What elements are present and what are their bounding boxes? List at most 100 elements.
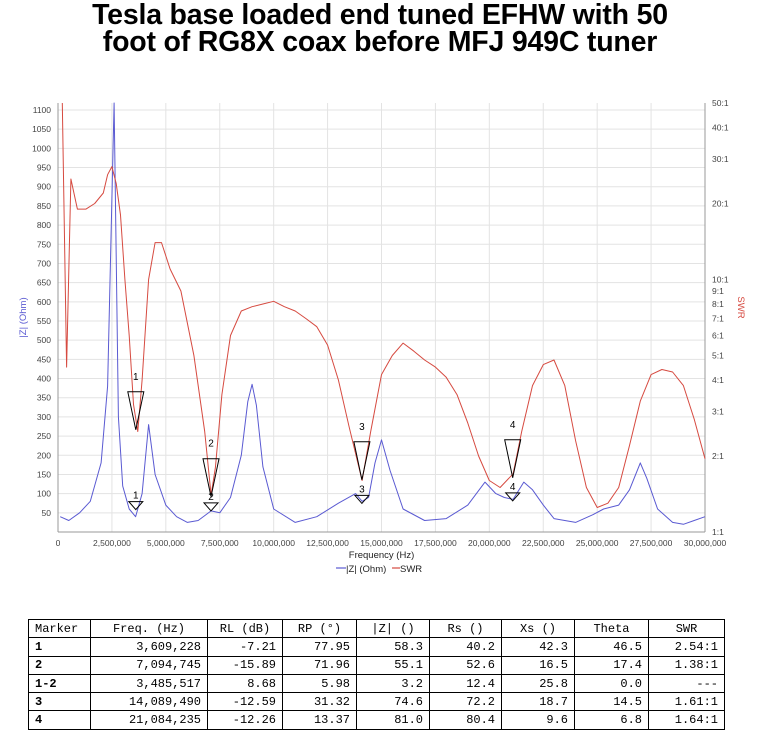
table-cell: 9.6: [501, 710, 575, 730]
y2-axis-label: SWR: [735, 296, 746, 318]
series-lines: [59, 102, 706, 525]
x-axis-label: Frequency (Hz): [349, 550, 414, 561]
table-cell: 12.4: [429, 673, 502, 694]
table-cell: -12.26: [207, 710, 283, 730]
marker-z-1: [127, 501, 144, 511]
marker-z-4: [504, 492, 521, 502]
y2-tick-label: 9:1: [712, 286, 724, 296]
table-cell: 1: [28, 637, 91, 657]
table-cell: 5.98: [282, 673, 357, 694]
table-header-cell: |Z| (): [356, 618, 430, 639]
table-cell: 7,094,745: [90, 655, 208, 675]
y-tick-label: 550: [37, 316, 51, 326]
table-header-row: Marker Freq. (Hz) RL (dB) RP (°) |Z| () Rs ()…: [28, 618, 725, 639]
table-cell: 14,089,490: [90, 692, 208, 712]
table-cell: -15.89: [207, 655, 283, 675]
table-cell: 71.96: [282, 655, 357, 675]
legend-label-swr: SWR: [400, 564, 422, 575]
table-cell: 14.5: [574, 692, 649, 712]
y-tick-label: 400: [37, 374, 51, 384]
x-tick-label: 10,000,000: [252, 538, 295, 548]
marker-swr-3: [353, 441, 371, 480]
grid: [57, 103, 706, 532]
table-row: 4 21,084,235 -12.26 13.37 81.0 80.4 9.6 6.8 1.64…: [28, 710, 725, 730]
table-cell: 1-2: [28, 673, 91, 694]
table-cell: 40.2: [429, 637, 502, 657]
table-cell: 2.54:1: [648, 637, 725, 657]
axes: [57, 103, 706, 533]
y2-tick-label: 2:1: [712, 451, 724, 461]
y2-tick-label: 10:1: [712, 274, 729, 284]
marker-swr-2: [202, 458, 220, 497]
table-row: 1-2 3,485,517 8.68 5.98 3.2 12.4 25.8 0.0 ---: [28, 673, 725, 694]
table-cell: 0.0: [574, 673, 649, 694]
table-cell: 2: [28, 655, 91, 675]
x-tick-label: 20,000,000: [468, 538, 511, 548]
x-tick-label: 0: [56, 538, 61, 548]
table-cell: 72.2: [429, 692, 502, 712]
table-cell: 17.4: [574, 655, 649, 675]
table-cell: 42.3: [501, 637, 575, 657]
table-cell: 52.6: [429, 655, 502, 675]
y2-tick-label: 20:1: [712, 198, 729, 208]
y-tick-label: 700: [37, 258, 51, 268]
y2-tick-label: 7:1: [712, 314, 724, 324]
marker-z-3: [353, 494, 371, 505]
series-line-z: [59, 102, 706, 525]
marker-swr-label-3: 3: [359, 422, 365, 433]
marker-z-label-1: 1: [133, 491, 139, 502]
table-cell: 58.3: [356, 637, 430, 657]
marker-swr-label-4: 4: [510, 420, 516, 431]
table-cell: 81.0: [356, 710, 430, 730]
x-tick-label: 27,500,000: [630, 538, 673, 548]
marker-swr-1: [127, 391, 145, 430]
plot-panel: 1 1 2 2 3 3 4 4 50 100 150 200 250 300 350 400 450 500 55…: [0, 74, 760, 594]
y-axis-label: |Z| (Ohm): [18, 297, 29, 337]
table-cell: 4: [28, 710, 91, 730]
table-cell: 16.5: [501, 655, 575, 675]
y-tick-label: 450: [37, 354, 51, 364]
table-cell: 8.68: [207, 673, 283, 694]
y-tick-label: 1100: [33, 105, 52, 115]
table-cell: 1.38:1: [648, 655, 725, 675]
y2-tick-label: 40:1: [712, 122, 729, 132]
marker-z-label-2: 2: [208, 492, 214, 503]
marker-z-2: [202, 502, 220, 512]
table-cell: 46.5: [574, 637, 649, 657]
y2-tick-label: 8:1: [712, 299, 724, 309]
x-tick-label: 2,500,000: [93, 538, 131, 548]
table-cell: ---: [648, 673, 725, 694]
y-tick-label: 750: [37, 239, 51, 249]
table-header-cell: Freq. (Hz): [90, 618, 208, 639]
table-cell: 13.37: [282, 710, 357, 730]
marker-table: Marker Freq. (Hz) RL (dB) RP (°) |Z| () Rs ()…: [28, 618, 725, 730]
x-tick-label: 17,500,000: [414, 538, 457, 548]
table-cell: -7.21: [207, 637, 283, 657]
table-row: 1 3,609,228 -7.21 77.95 58.3 40.2 42.3 46.5 2.54…: [28, 637, 725, 657]
series-line-swr: [61, 102, 706, 508]
table-row: 2 7,094,745 -15.89 71.96 55.1 52.6 16.5 17.4 1.3…: [28, 655, 725, 675]
swr-impedance-chart: 1 1 2 2 3 3 4 4 50 100 150 200 250 300 350 400 450 500 55…: [18, 98, 746, 575]
table-header-cell: Xs (): [501, 618, 575, 639]
marker-swr-label-1: 1: [133, 372, 139, 383]
table-header-cell: SWR: [648, 618, 725, 639]
table-cell: 6.8: [574, 710, 649, 730]
y-tick-label: 1050: [32, 124, 51, 134]
axis-labels: 50 100 150 200 250 300 350 400 450 500 550 600 650 70…: [18, 98, 746, 575]
x-tick-label: 25,000,000: [576, 538, 619, 548]
y-tick-label: 200: [37, 450, 51, 460]
y2-tick-label: 50:1: [712, 98, 729, 108]
table-cell: 18.7: [501, 692, 575, 712]
y-tick-label: 650: [37, 278, 51, 288]
table-cell: 77.95: [282, 637, 357, 657]
y-tick-label: 600: [37, 297, 51, 307]
x-tick-label: 7,500,000: [201, 538, 239, 548]
table-cell: 3,609,228: [90, 637, 208, 657]
table-cell: -12.59: [207, 692, 283, 712]
table-cell: 25.8: [501, 673, 575, 694]
y2-tick-label: 5:1: [712, 351, 724, 361]
y-tick-label: 350: [37, 393, 51, 403]
table-cell: 3.2: [356, 673, 430, 694]
y2-tick-label: 30:1: [712, 154, 729, 164]
x-tick-label: 30,000,000: [684, 538, 727, 548]
